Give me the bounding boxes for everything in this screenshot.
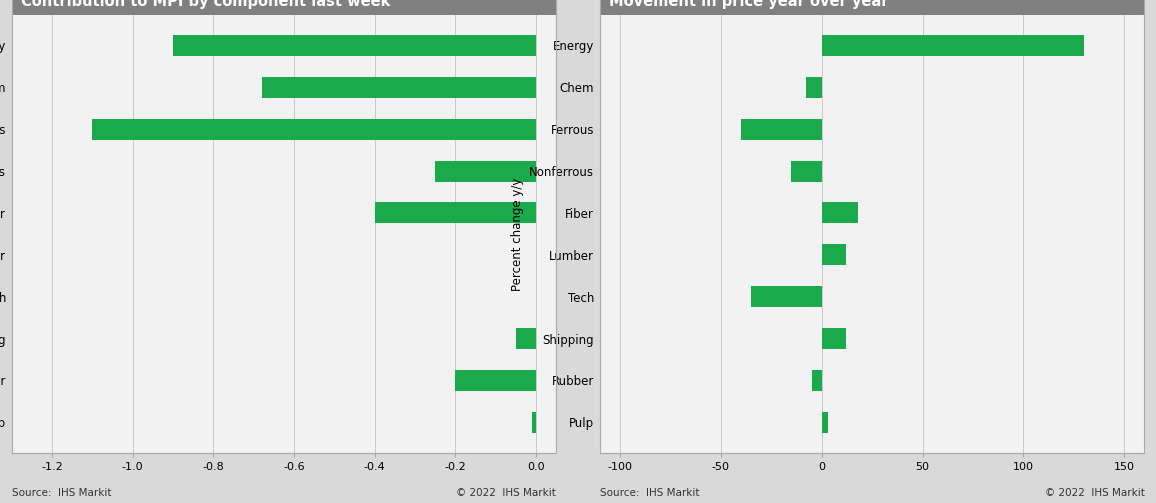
Text: Movement in price year over year: Movement in price year over year [609, 0, 889, 9]
Bar [532, 412, 536, 433]
Bar [822, 35, 1084, 56]
Bar [435, 160, 536, 182]
Bar [741, 119, 822, 140]
Text: Source:  IHS Markit: Source: IHS Markit [600, 488, 699, 498]
Bar [822, 328, 846, 349]
Bar [516, 328, 536, 349]
Bar [261, 77, 536, 98]
Text: Source:  IHS Markit: Source: IHS Markit [12, 488, 111, 498]
Bar [812, 370, 822, 391]
Bar [822, 244, 846, 265]
Text: © 2022  IHS Markit: © 2022 IHS Markit [1045, 488, 1144, 498]
Bar [751, 286, 822, 307]
Bar [806, 77, 822, 98]
Bar [455, 370, 536, 391]
Text: Contribution to MPI by component last week: Contribution to MPI by component last we… [12, 0, 381, 15]
Bar [92, 119, 536, 140]
Text: © 2022  IHS Markit: © 2022 IHS Markit [457, 488, 556, 498]
Bar [822, 203, 858, 223]
Text: Contribution to MPI by component last week: Contribution to MPI by component last we… [21, 0, 391, 9]
Bar [173, 35, 536, 56]
Bar [375, 203, 536, 223]
Bar [792, 160, 822, 182]
Y-axis label: Percent change y/y: Percent change y/y [511, 177, 524, 291]
Bar [822, 412, 828, 433]
Text: Movement in price year over year: Movement in price year over year [600, 0, 880, 15]
